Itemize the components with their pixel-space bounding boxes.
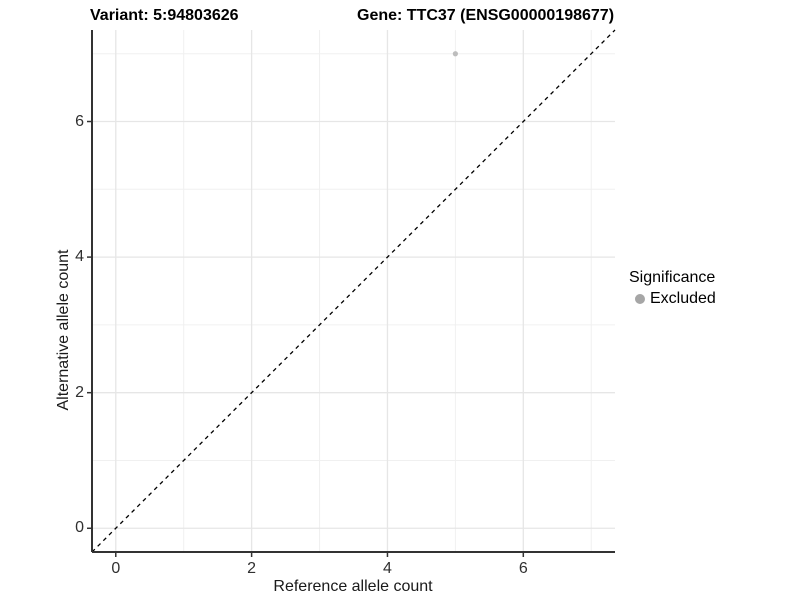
y-tick-label: 2 (75, 383, 84, 401)
x-tick-label: 2 (247, 560, 257, 577)
x-tick-label: 0 (111, 560, 121, 577)
x-axis-title: Reference allele count (273, 578, 433, 595)
legend: Significance Excluded (629, 268, 716, 308)
y-tick-label: 4 (75, 248, 84, 266)
legend-title: Significance (629, 269, 716, 286)
y-tick-label: 6 (75, 112, 84, 130)
plot-title-gene: Gene: TTC37 (ENSG00000198677) (357, 7, 615, 24)
plot-panel (87, 29, 616, 557)
y-axis-title: Alternative allele count (55, 249, 72, 411)
data-point (452, 51, 458, 57)
x-tick-label: 6 (518, 560, 528, 577)
legend-item-excluded: Excluded (629, 290, 716, 308)
legend-point-icon (635, 294, 645, 304)
plot-title-variant: Variant: 5:94803626 (90, 7, 239, 24)
legend-item-label: Excluded (650, 290, 716, 307)
x-tick-label: 4 (383, 560, 392, 577)
identity-dashed-line (91, 29, 616, 553)
y-tick-label: 0 (75, 519, 84, 537)
